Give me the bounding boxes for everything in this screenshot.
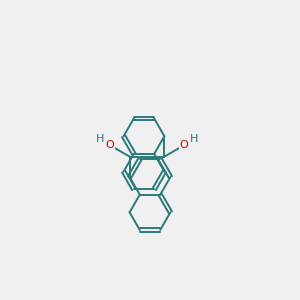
Text: H: H [95,134,104,144]
Text: H: H [190,134,199,144]
Text: O: O [106,140,115,150]
Text: O: O [179,140,188,150]
